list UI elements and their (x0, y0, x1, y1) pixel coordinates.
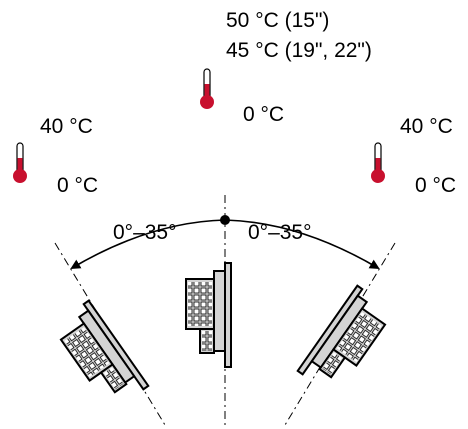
device-icon (185, 262, 232, 368)
center-temp-max-19-22: 45 °C (19", 22") (226, 39, 372, 62)
left-tilt-range: 0°–35° (113, 221, 177, 244)
center-temp-min: 0 °C (243, 103, 285, 126)
thermometer-icon (12, 142, 28, 184)
thermometer-icon (199, 68, 215, 110)
device-icon (50, 299, 150, 413)
left-temp-max: 40 °C (40, 115, 93, 138)
pivot-point (220, 215, 230, 225)
device-icon (296, 284, 396, 398)
tilt-arrow-icon (70, 219, 380, 270)
right-temp-max: 40 °C (400, 115, 453, 138)
right-tilt-range: 0°–35° (248, 221, 312, 244)
left-temp-min: 0 °C (57, 174, 99, 197)
thermometer-icon (370, 142, 386, 184)
center-temp-max-15: 50 °C (15") (226, 9, 330, 32)
right-temp-min: 0 °C (415, 174, 457, 197)
